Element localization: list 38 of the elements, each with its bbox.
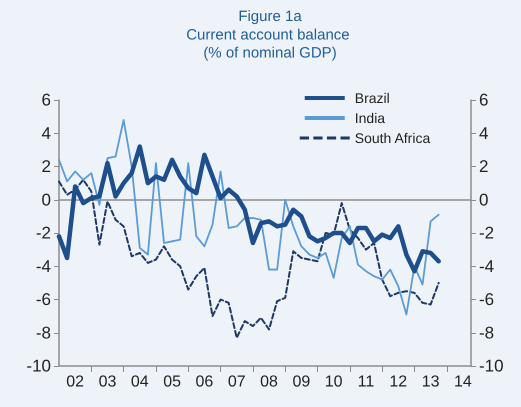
y-tick-label: -10 (26, 356, 51, 376)
x-tick-label: 14 (454, 374, 472, 390)
y-tick-label: -2 (36, 224, 51, 242)
x-tick-label: 10 (324, 374, 343, 390)
y2-tick-label: -8 (479, 323, 494, 342)
y2-tick-label: 0 (479, 190, 488, 210)
line-series (56, 144, 441, 274)
x-tick-label: 12 (389, 374, 408, 390)
legend-label: Brazil (354, 90, 390, 106)
x-tick-label: 11 (358, 374, 374, 390)
y-tick-label: 4 (42, 124, 51, 143)
y-tick-label: 0 (42, 190, 51, 210)
y-tick-label: -4 (36, 256, 51, 276)
x-tick-label: 02 (66, 374, 84, 390)
line-series (58, 178, 440, 339)
x-tick-label: 06 (196, 374, 214, 390)
y2-tick-label: -10 (479, 356, 504, 376)
x-tick-label: 09 (292, 374, 310, 390)
x-tick-label: 07 (228, 374, 246, 390)
y2-tick-label: 4 (479, 124, 488, 143)
legend-label: India (354, 110, 386, 126)
y2-tick-label: 2 (479, 157, 488, 176)
y-tick-label: 2 (42, 157, 51, 176)
x-tick-label: 04 (130, 374, 149, 390)
x-tick-label: 13 (422, 374, 440, 390)
y2-tick-label: -4 (479, 256, 494, 276)
y2-tick-label: 6 (479, 90, 488, 110)
y2-tick-label: -2 (479, 224, 494, 242)
y-tick-label: -6 (36, 290, 51, 309)
x-tick-label: 08 (260, 374, 278, 390)
chart-title: Figure 1a (238, 8, 302, 25)
y-tick-label: -8 (36, 323, 51, 342)
y2-tick-label: -6 (479, 290, 494, 309)
x-tick-label: 05 (163, 374, 182, 390)
x-tick-label: 03 (98, 374, 116, 390)
chart-subtitle: Current account balance (% of nominal GDP) (186, 26, 354, 62)
legend-label: South Africa (354, 130, 430, 146)
y-tick-label: 6 (42, 90, 51, 110)
